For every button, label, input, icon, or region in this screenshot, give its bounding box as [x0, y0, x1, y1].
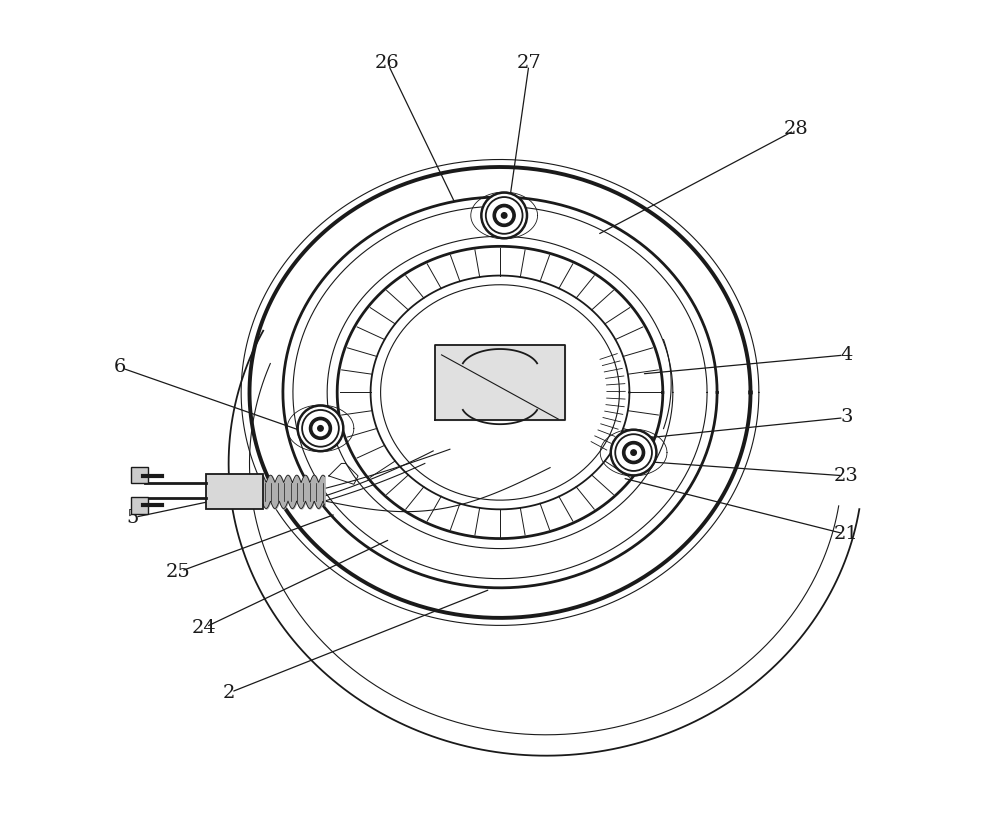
- Circle shape: [309, 418, 331, 439]
- Text: 21: 21: [834, 525, 859, 544]
- Text: 28: 28: [784, 120, 809, 139]
- Circle shape: [610, 429, 657, 476]
- Circle shape: [631, 450, 636, 455]
- Text: 2: 2: [222, 684, 235, 702]
- Bar: [131, 497, 148, 514]
- Circle shape: [481, 192, 528, 239]
- Circle shape: [615, 434, 652, 471]
- Text: 5: 5: [126, 509, 139, 527]
- Circle shape: [318, 426, 323, 431]
- Text: 6: 6: [114, 358, 126, 377]
- Circle shape: [486, 197, 523, 234]
- Text: 27: 27: [517, 53, 542, 72]
- Bar: [131, 467, 148, 483]
- Circle shape: [613, 432, 654, 473]
- Circle shape: [497, 208, 512, 223]
- Text: 4: 4: [840, 346, 853, 364]
- Circle shape: [623, 442, 645, 463]
- Circle shape: [501, 213, 507, 218]
- Circle shape: [313, 421, 328, 436]
- Circle shape: [297, 405, 344, 452]
- Circle shape: [626, 445, 641, 460]
- Text: 3: 3: [840, 408, 853, 427]
- Text: 25: 25: [166, 563, 191, 581]
- Circle shape: [483, 195, 525, 236]
- Circle shape: [300, 407, 341, 449]
- Text: 23: 23: [834, 467, 859, 485]
- Text: 26: 26: [375, 53, 400, 72]
- Circle shape: [493, 205, 515, 226]
- FancyBboxPatch shape: [206, 474, 263, 509]
- Polygon shape: [435, 345, 565, 420]
- Text: 24: 24: [191, 619, 216, 637]
- Circle shape: [302, 410, 339, 447]
